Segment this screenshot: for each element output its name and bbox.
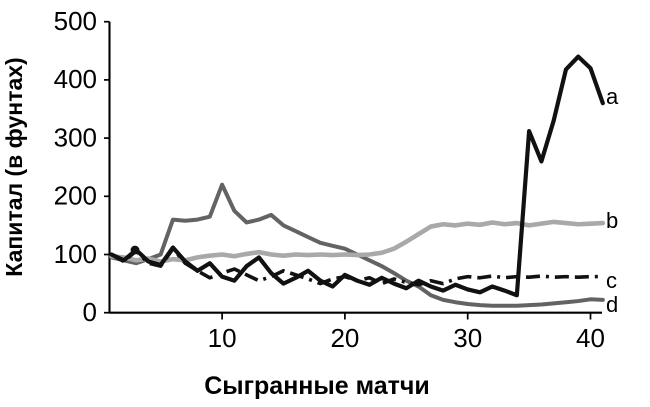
svg-text:0: 0: [83, 297, 97, 327]
svg-text:30: 30: [453, 323, 482, 353]
svg-text:c: c: [606, 268, 617, 293]
svg-text:300: 300: [54, 122, 97, 152]
svg-text:200: 200: [54, 181, 97, 211]
svg-text:a: a: [606, 84, 619, 109]
svg-text:400: 400: [54, 64, 97, 94]
svg-text:b: b: [606, 208, 618, 233]
svg-text:d: d: [606, 292, 618, 317]
svg-text:500: 500: [54, 6, 97, 36]
svg-text:10: 10: [208, 323, 237, 353]
svg-text:Сыгранные матчи: Сыгранные матчи: [204, 372, 430, 400]
svg-text:40: 40: [576, 323, 605, 353]
svg-text:100: 100: [54, 239, 97, 269]
svg-text:20: 20: [330, 323, 359, 353]
svg-text:Капитал (в фунтах): Капитал (в фунтах): [1, 57, 27, 276]
